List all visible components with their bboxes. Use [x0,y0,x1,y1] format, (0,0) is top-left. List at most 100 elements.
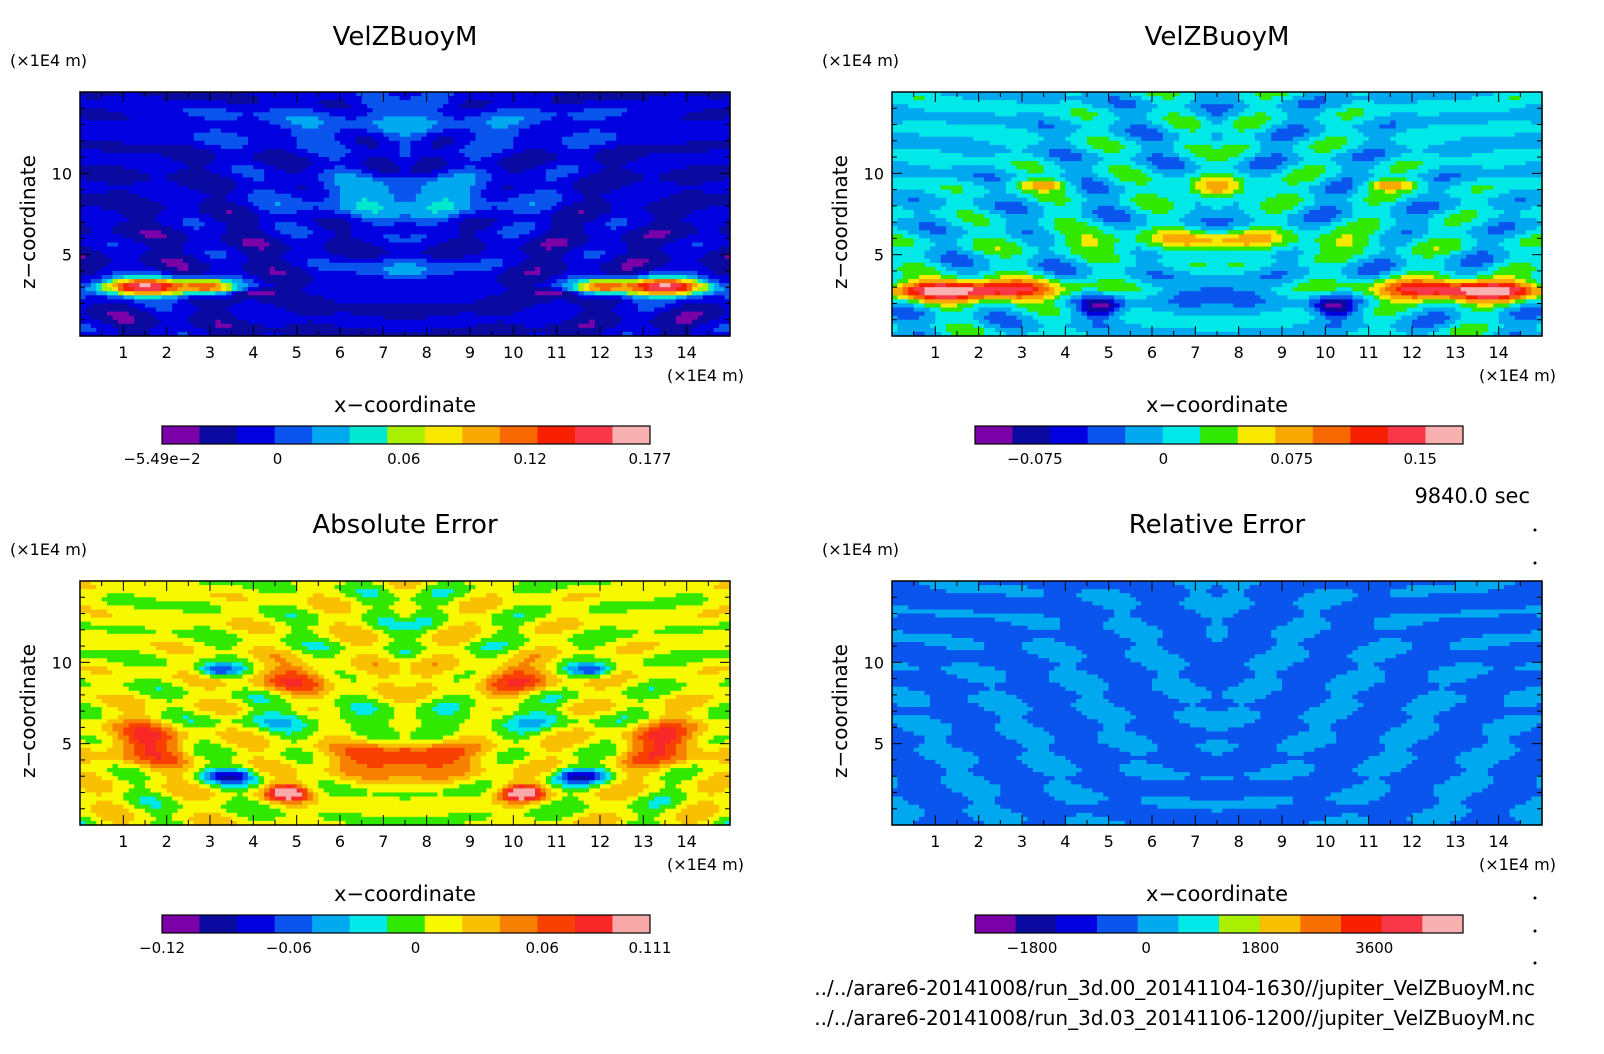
heatmap-cell [508,116,514,121]
heatmap-cell [611,125,617,130]
heatmap-cell [248,116,254,121]
heatmap-cell [340,100,346,105]
heatmap-cell [605,125,611,130]
heatmap-cell [107,133,113,138]
heatmap-cell [622,120,628,125]
heatmap-cell [600,100,606,105]
heatmap-cell [286,96,292,101]
heatmap-cell [503,125,509,130]
heatmap-cell [643,100,649,105]
heatmap-cell [167,116,173,121]
heatmap-cell [540,129,546,134]
heatmap-cell [107,129,113,134]
heatmap-cell [698,120,704,125]
heatmap-cell [215,120,221,125]
heatmap-cell [183,120,189,125]
heatmap-cell [134,125,140,130]
heatmap-cell [670,96,676,101]
heatmap-cell [394,129,400,134]
heatmap-cell [85,116,91,121]
heatmap-cell [530,116,536,121]
heatmap-cell [286,133,292,138]
heatmap-cell [215,129,221,134]
heatmap-cell [497,108,503,113]
heatmap-cell [616,104,622,109]
heatmap-cell [329,112,335,117]
heatmap-cell [654,108,660,113]
heatmap-cell [345,100,351,105]
heatmap-cell [513,129,519,134]
heatmap-cell [221,112,227,117]
heatmap-cell [318,137,324,142]
heatmap-cell [221,120,227,125]
heatmap-cell [448,133,454,138]
heatmap-cell [237,112,243,117]
heatmap-cell [421,129,427,134]
heatmap-cell [134,137,140,142]
heatmap-cell [508,120,514,125]
heatmap-cell [259,125,265,130]
heatmap-cell [481,129,487,134]
heatmap-cell [530,129,536,134]
heatmap-cell [454,120,460,125]
heatmap-cell [243,129,249,134]
heatmap-cell [80,112,86,117]
heatmap-cell [649,133,655,138]
heatmap-cell [259,133,265,138]
heatmap-cell [492,120,498,125]
heatmap-cell [259,120,265,125]
heatmap-cell [85,120,91,125]
heatmap-cell [600,125,606,130]
heatmap-cell [448,104,454,109]
heatmap-cell [297,137,303,142]
heatmap-cell [416,96,422,101]
heatmap-cell [123,133,129,138]
heatmap-cell [568,129,574,134]
heatmap-cell [584,96,590,101]
heatmap-cell [465,112,471,117]
heatmap-cell [378,112,384,117]
heatmap-cell [389,125,395,130]
heatmap-cell [113,129,119,134]
heatmap-cell [113,125,119,130]
heatmap-cell [719,129,725,134]
heatmap-cell [91,133,97,138]
heatmap-cell [519,129,525,134]
heatmap-cell [129,116,135,121]
heatmap-cell [123,96,129,101]
heatmap-cell [259,137,265,142]
heatmap-cell [291,112,297,117]
heatmap-cell [530,108,536,113]
heatmap-cell [226,112,232,117]
heatmap-cell [427,112,433,117]
heatmap-cell [616,133,622,138]
heatmap-cell [503,108,509,113]
heatmap-cell [232,116,238,121]
heatmap-cell [714,120,720,125]
heatmap-cell [513,96,519,101]
heatmap-cell [600,104,606,109]
heatmap-cell [687,108,693,113]
heatmap-cell [373,104,379,109]
heatmap-cell [356,112,362,117]
heatmap-cell [313,129,319,134]
heatmap-cell [470,96,476,101]
heatmap-cell [443,120,449,125]
heatmap-cell [188,112,194,117]
heatmap-cell [383,133,389,138]
heatmap-cell [318,120,324,125]
heatmap-cell [221,108,227,113]
heatmap-cell [394,96,400,101]
heatmap-cell [535,129,541,134]
heatmap-cell [123,108,129,113]
heatmap-cell [329,96,335,101]
heatmap-cell [102,129,108,134]
heatmap-cell [616,116,622,121]
heatmap-cell [345,137,351,142]
heatmap-cell [508,104,514,109]
heatmap-cell [308,96,314,101]
heatmap-cell [524,125,530,130]
heatmap-cell [123,116,129,121]
figure-canvas: 1 2 3 4 5 6 7 8 9 10 11 12 13 14510VelZBuoyM(×1E4 m)(… [0,0,1604,1054]
heatmap-cell [123,125,129,130]
